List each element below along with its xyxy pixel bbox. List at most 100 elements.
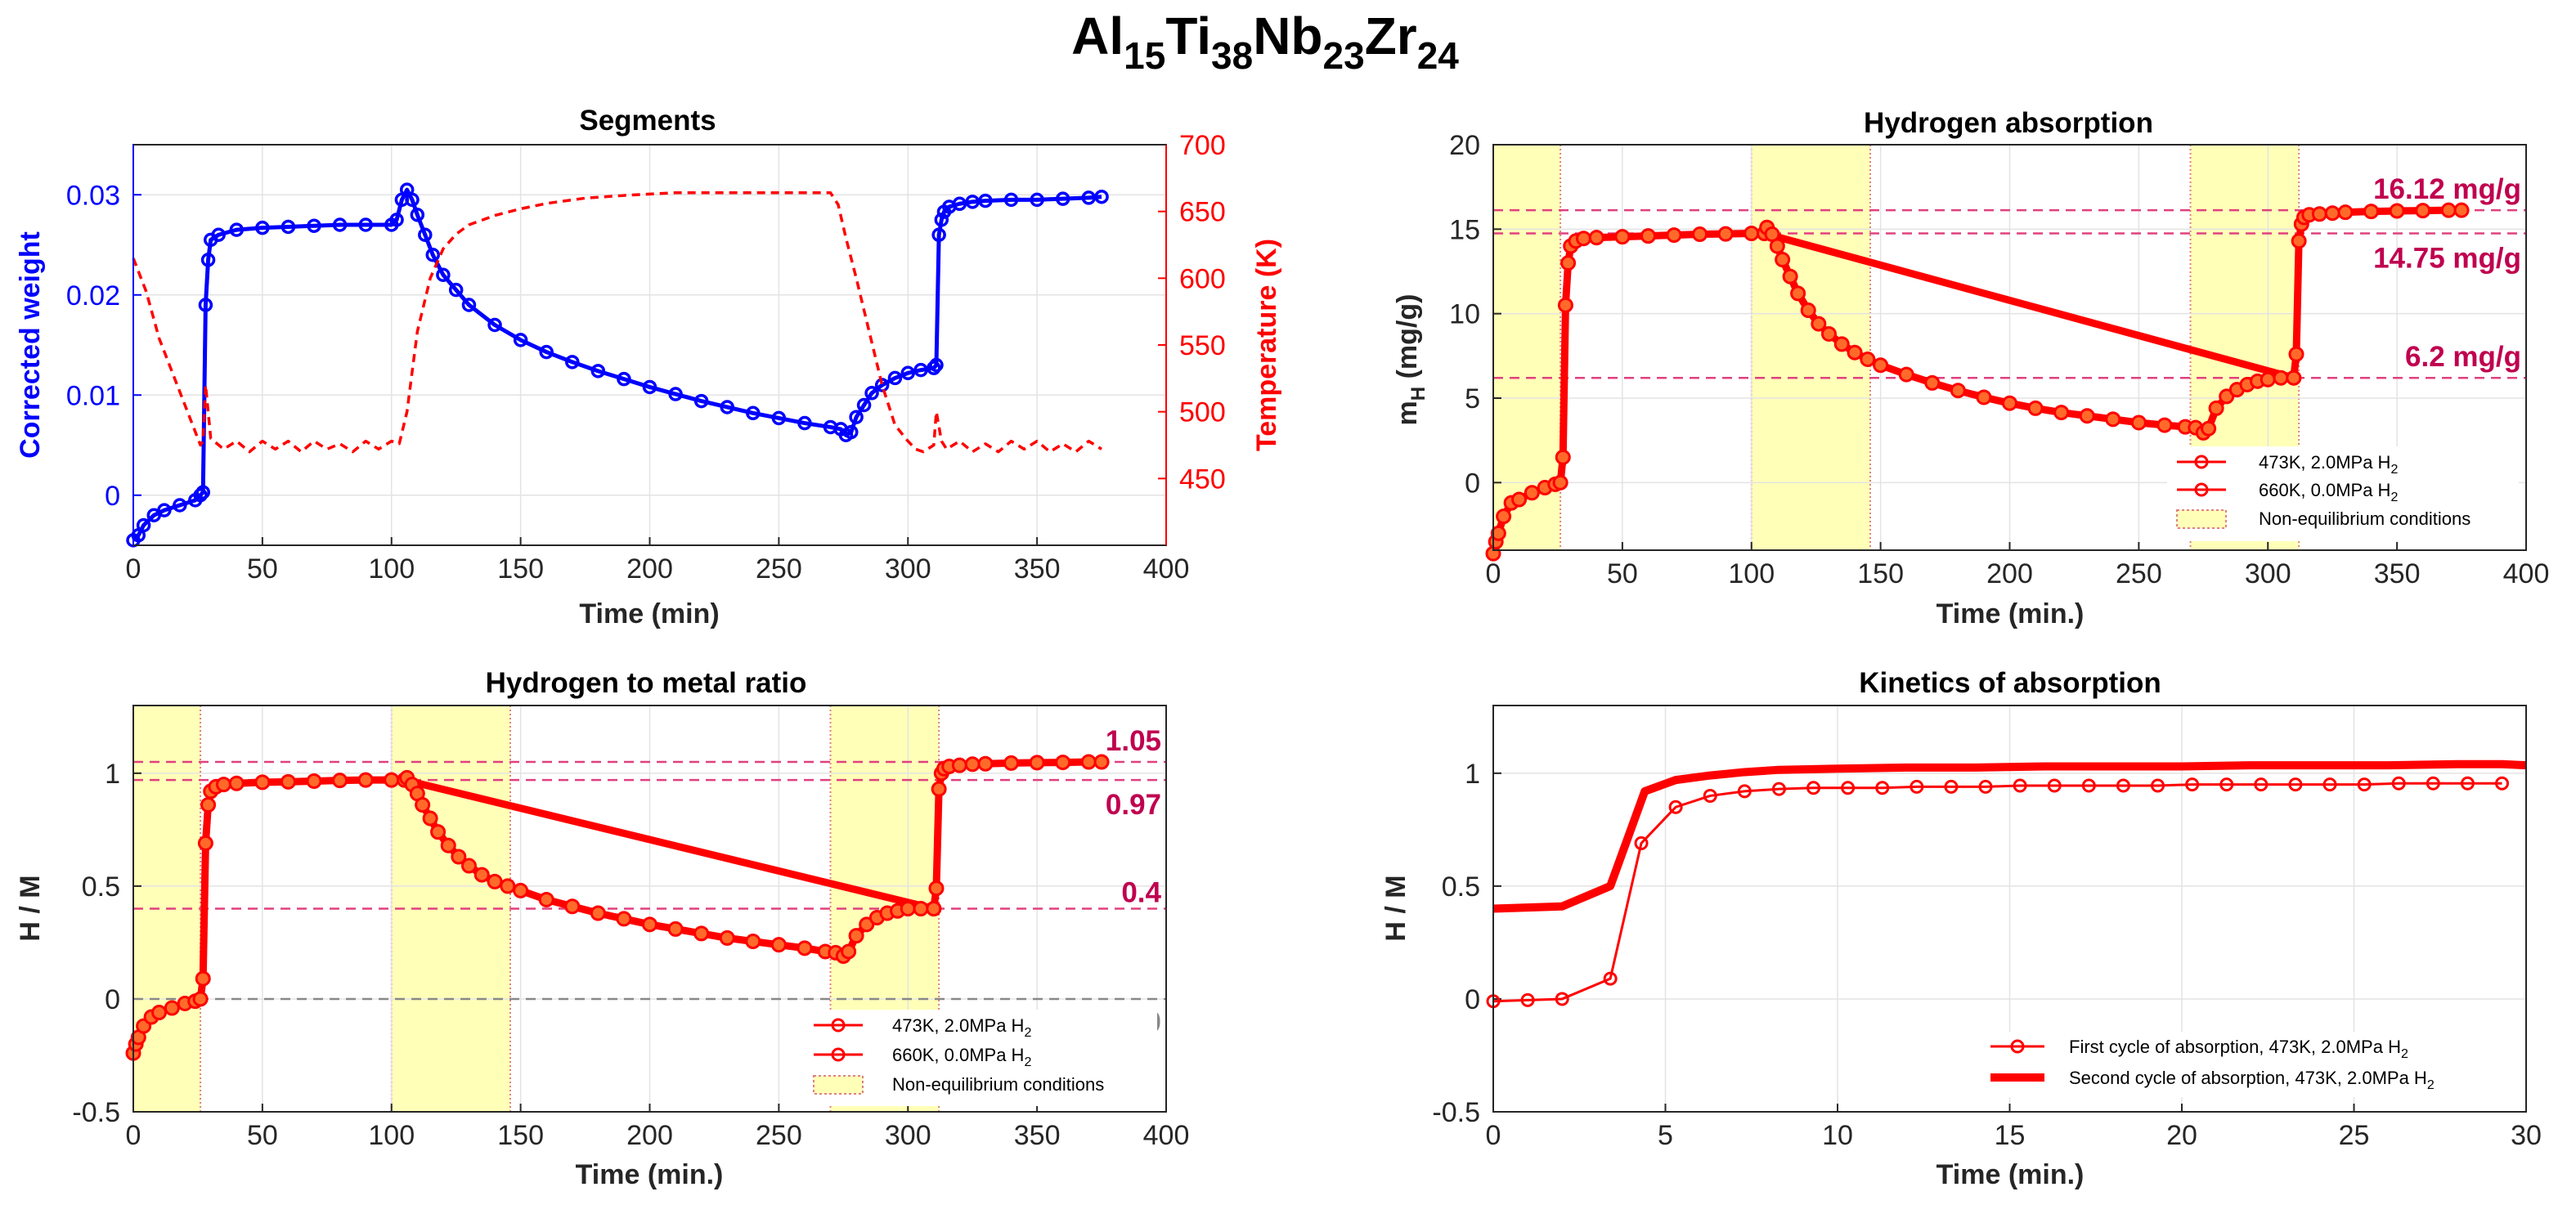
x-tick-label: 20 <box>2166 1120 2197 1151</box>
data-point <box>1520 992 1535 1007</box>
x-tick-label: 400 <box>1143 1120 1190 1151</box>
x-tick-label: 250 <box>2116 558 2162 589</box>
x-tick-label: 350 <box>2374 558 2421 589</box>
data-point <box>2291 233 2307 249</box>
legend-entry-2: 660K, 0.0MPa H2 <box>2259 480 2398 504</box>
data-point <box>211 227 226 242</box>
y2-tick-label: 550 <box>1179 330 1226 361</box>
data-point <box>157 503 172 517</box>
data-point <box>151 1005 168 1021</box>
x-axis-label: Time (min) <box>579 598 719 629</box>
data-point <box>216 777 232 793</box>
x-tick-label: 400 <box>1143 553 1190 585</box>
data-point <box>1860 351 1876 367</box>
data-point <box>1910 779 1924 794</box>
legend-marker <box>2194 482 2209 497</box>
data-point <box>500 878 516 894</box>
data-point <box>1640 228 1656 244</box>
x-tick-label: 5 <box>1658 1120 1673 1151</box>
data-point <box>900 901 916 916</box>
data-point <box>2002 395 2017 411</box>
x-tick-label: 10 <box>1822 1120 1853 1151</box>
data-point <box>200 253 216 267</box>
data-point <box>1978 779 1993 794</box>
data-point <box>358 217 373 232</box>
data-point <box>887 370 903 386</box>
legend-box <box>1977 1032 2520 1097</box>
data-point <box>2415 203 2431 219</box>
y-axis-label: H / M <box>15 875 46 941</box>
data-point <box>1717 226 1734 242</box>
reference-label: 14.75 mg/g <box>2373 243 2521 275</box>
data-point <box>1560 255 1577 271</box>
data-point <box>1552 474 1568 491</box>
data-point <box>977 755 994 772</box>
data-point <box>693 393 709 409</box>
y2-tick-label: 650 <box>1179 197 1226 228</box>
panel-title: Hydrogen absorption <box>1864 107 2153 139</box>
tick-labels: 0 5 10 15 20 25 30-0.500.51 <box>1432 759 2542 1151</box>
x-tick-label: 250 <box>756 553 802 585</box>
legend-entry-2: 660K, 0.0MPa H2 <box>892 1045 1031 1069</box>
data-point <box>1081 190 1097 205</box>
data-point <box>1811 316 1827 332</box>
data-point <box>332 773 348 789</box>
y-tick-label: 0.02 <box>66 280 120 311</box>
tick-labels: 0 50 100 150 200 250 300 350 400 0 5 10 15 20 <box>1449 130 2549 589</box>
data-point <box>436 267 451 282</box>
legend: 473K, 2.0MPa H2 660K, 0.0MPa H2 Non-equi… <box>804 1010 1157 1106</box>
series-line-2 <box>1492 759 2527 913</box>
data-point <box>2273 370 2289 386</box>
x-tick-label: 100 <box>368 553 415 585</box>
y-axis-label: H / M <box>1380 875 1411 941</box>
data-point <box>616 911 632 927</box>
x-tick-label: 400 <box>2503 558 2550 589</box>
tick-labels: 0 50 100 150 200 250 300 350 400 0 0.01 0.02 0.03 450… <box>66 130 1226 585</box>
data-point <box>746 405 761 421</box>
y-tick-label: 20 <box>1449 130 1480 161</box>
data-point <box>1555 992 1569 1006</box>
x-tick-label: 200 <box>626 553 673 585</box>
data-point <box>2440 202 2457 218</box>
y-tick-label: -0.5 <box>1432 1097 1480 1128</box>
x-tick-label: 150 <box>1857 558 1904 589</box>
data-point <box>440 837 456 853</box>
plot-area <box>126 182 1109 548</box>
data-point <box>1976 389 1992 405</box>
data-point <box>1703 788 1717 803</box>
data-point <box>2201 420 2217 437</box>
data-point <box>229 222 245 237</box>
axes-box <box>1492 705 2527 1113</box>
data-point <box>1555 449 1571 465</box>
data-point <box>928 880 945 897</box>
data-point <box>1782 268 1798 284</box>
data-point <box>1873 357 1889 374</box>
data-point <box>2286 370 2302 386</box>
y2-axis-label: Temperature (K) <box>1251 239 1282 451</box>
panel-title: Hydrogen to metal ratio <box>486 667 807 699</box>
legend-marker <box>831 1047 846 1062</box>
tick-labels: 0 50 100 150 200 250 300 350 400-0.500.51 <box>72 759 1189 1151</box>
data-point <box>1820 325 1837 342</box>
x-tick-label: 200 <box>1986 558 2033 589</box>
data-point <box>2027 400 2044 416</box>
data-point <box>332 217 348 232</box>
data-point <box>2047 778 2062 793</box>
legend: 473K, 2.0MPa H2 660K, 0.0MPa H2 Non-equi… <box>2167 446 2519 541</box>
data-point <box>900 365 915 381</box>
x-tick-label: 0 <box>126 553 141 585</box>
plot-area <box>125 754 1110 1061</box>
data-point <box>389 213 404 227</box>
x-tick-label: 15 <box>1995 1120 2026 1151</box>
data-point <box>1875 781 1890 795</box>
data-point <box>430 824 447 840</box>
data-point <box>198 298 213 312</box>
y-tick-label: 0 <box>105 984 120 1015</box>
data-point <box>1511 491 1528 508</box>
y-axis-label: mH (mg/g) <box>1392 294 1429 426</box>
legend-entry-1: 473K, 2.0MPa H2 <box>2259 452 2398 477</box>
data-point <box>460 858 477 874</box>
data-point <box>2363 204 2380 220</box>
y-tick-label: -0.5 <box>72 1097 120 1128</box>
